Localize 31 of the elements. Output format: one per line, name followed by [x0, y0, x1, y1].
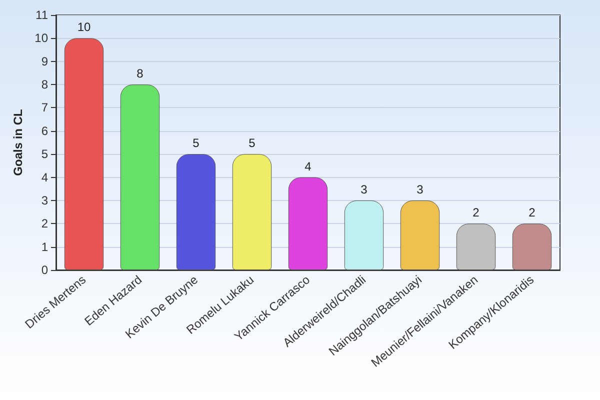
- y-tick-label: 5: [41, 147, 48, 162]
- y-tick-label: 3: [41, 193, 48, 208]
- y-tick-label: 8: [41, 78, 48, 92]
- y-tick-label: 0: [41, 263, 48, 277]
- y-tick-label: 7: [41, 100, 48, 115]
- bar: [64, 38, 104, 270]
- data-label: 2: [528, 206, 536, 220]
- bar: [288, 177, 328, 270]
- bar: [512, 224, 552, 270]
- data-label: 4: [304, 159, 312, 174]
- y-axis-title: Goals in CL: [10, 109, 25, 176]
- y-tick-label: 2: [41, 216, 48, 231]
- y-tick-label: 9: [41, 54, 48, 68]
- y-tick-label: 6: [41, 124, 48, 138]
- data-label: 8: [136, 66, 144, 81]
- y-tick-label: 4: [41, 170, 48, 184]
- data-label: 2: [472, 206, 480, 220]
- data-label: 3: [360, 182, 368, 196]
- data-label: 3: [416, 182, 424, 196]
- y-tick-label: 10: [34, 31, 48, 46]
- bar: [456, 224, 496, 270]
- bar: [232, 154, 272, 270]
- bar: [120, 84, 160, 270]
- y-tick-label: 11: [36, 8, 48, 22]
- data-label: 10: [77, 20, 91, 34]
- data-label: 5: [248, 136, 256, 150]
- bar: [344, 200, 384, 270]
- bar: [176, 154, 216, 270]
- data-label: 5: [192, 136, 200, 150]
- y-tick-label: 1: [41, 240, 48, 254]
- bar: [400, 200, 440, 270]
